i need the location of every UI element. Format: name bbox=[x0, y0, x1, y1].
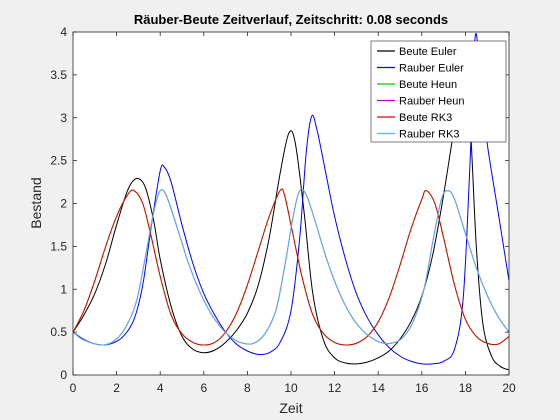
y-tick-label: 4 bbox=[60, 25, 67, 39]
x-tick-label: 20 bbox=[502, 381, 516, 395]
x-tick-label: 16 bbox=[415, 381, 429, 395]
x-tick-label: 4 bbox=[157, 381, 164, 395]
tick-layer: 0 2 4 6 8 10 12 14 16 18 20 0 0.5 1 1.5 2 2.5 3 3.5 4 bbox=[50, 25, 516, 395]
legend-label: Rauber RK3 bbox=[399, 129, 460, 141]
legend-label: Beute Heun bbox=[399, 79, 457, 91]
y-axis-label: Bestand bbox=[28, 177, 44, 228]
series-layer bbox=[73, 33, 509, 371]
legend-label: Rauber Heun bbox=[399, 96, 464, 108]
x-tick-label: 2 bbox=[113, 381, 120, 395]
y-tick-label: 1.5 bbox=[50, 239, 67, 253]
y-tick-label: 3.5 bbox=[50, 68, 67, 82]
x-tick-label: 10 bbox=[284, 381, 298, 395]
x-tick-label: 12 bbox=[328, 381, 342, 395]
y-tick-label: 0.5 bbox=[50, 325, 67, 339]
x-tick-label: 8 bbox=[244, 381, 251, 395]
y-tick-label: 3 bbox=[60, 111, 67, 125]
y-tick-label: 1 bbox=[60, 282, 67, 296]
legend: Beute Euler Rauber Euler Beute Heun Rauber … bbox=[370, 40, 507, 143]
series-line-beute-rk3 bbox=[73, 188, 509, 346]
y-tick-label: 2 bbox=[60, 197, 67, 211]
legend-label: Beute RK3 bbox=[399, 112, 452, 124]
legend-box bbox=[370, 40, 507, 143]
chart-title: Räuber-Beute Zeitverlauf, Zeitschritt: 0… bbox=[134, 12, 448, 27]
x-tick-label: 18 bbox=[459, 381, 473, 395]
series-line-rauber-rk3 bbox=[73, 188, 509, 346]
x-tick-label: 6 bbox=[200, 381, 207, 395]
y-tick-label: 2.5 bbox=[50, 154, 67, 168]
x-axis-label: Zeit bbox=[279, 400, 302, 416]
x-tick-label: 0 bbox=[70, 381, 77, 395]
x-tick-label: 14 bbox=[372, 381, 386, 395]
legend-label: Beute Euler bbox=[399, 46, 457, 58]
y-tick-label: 0 bbox=[60, 368, 67, 382]
legend-label: Rauber Euler bbox=[399, 63, 464, 75]
